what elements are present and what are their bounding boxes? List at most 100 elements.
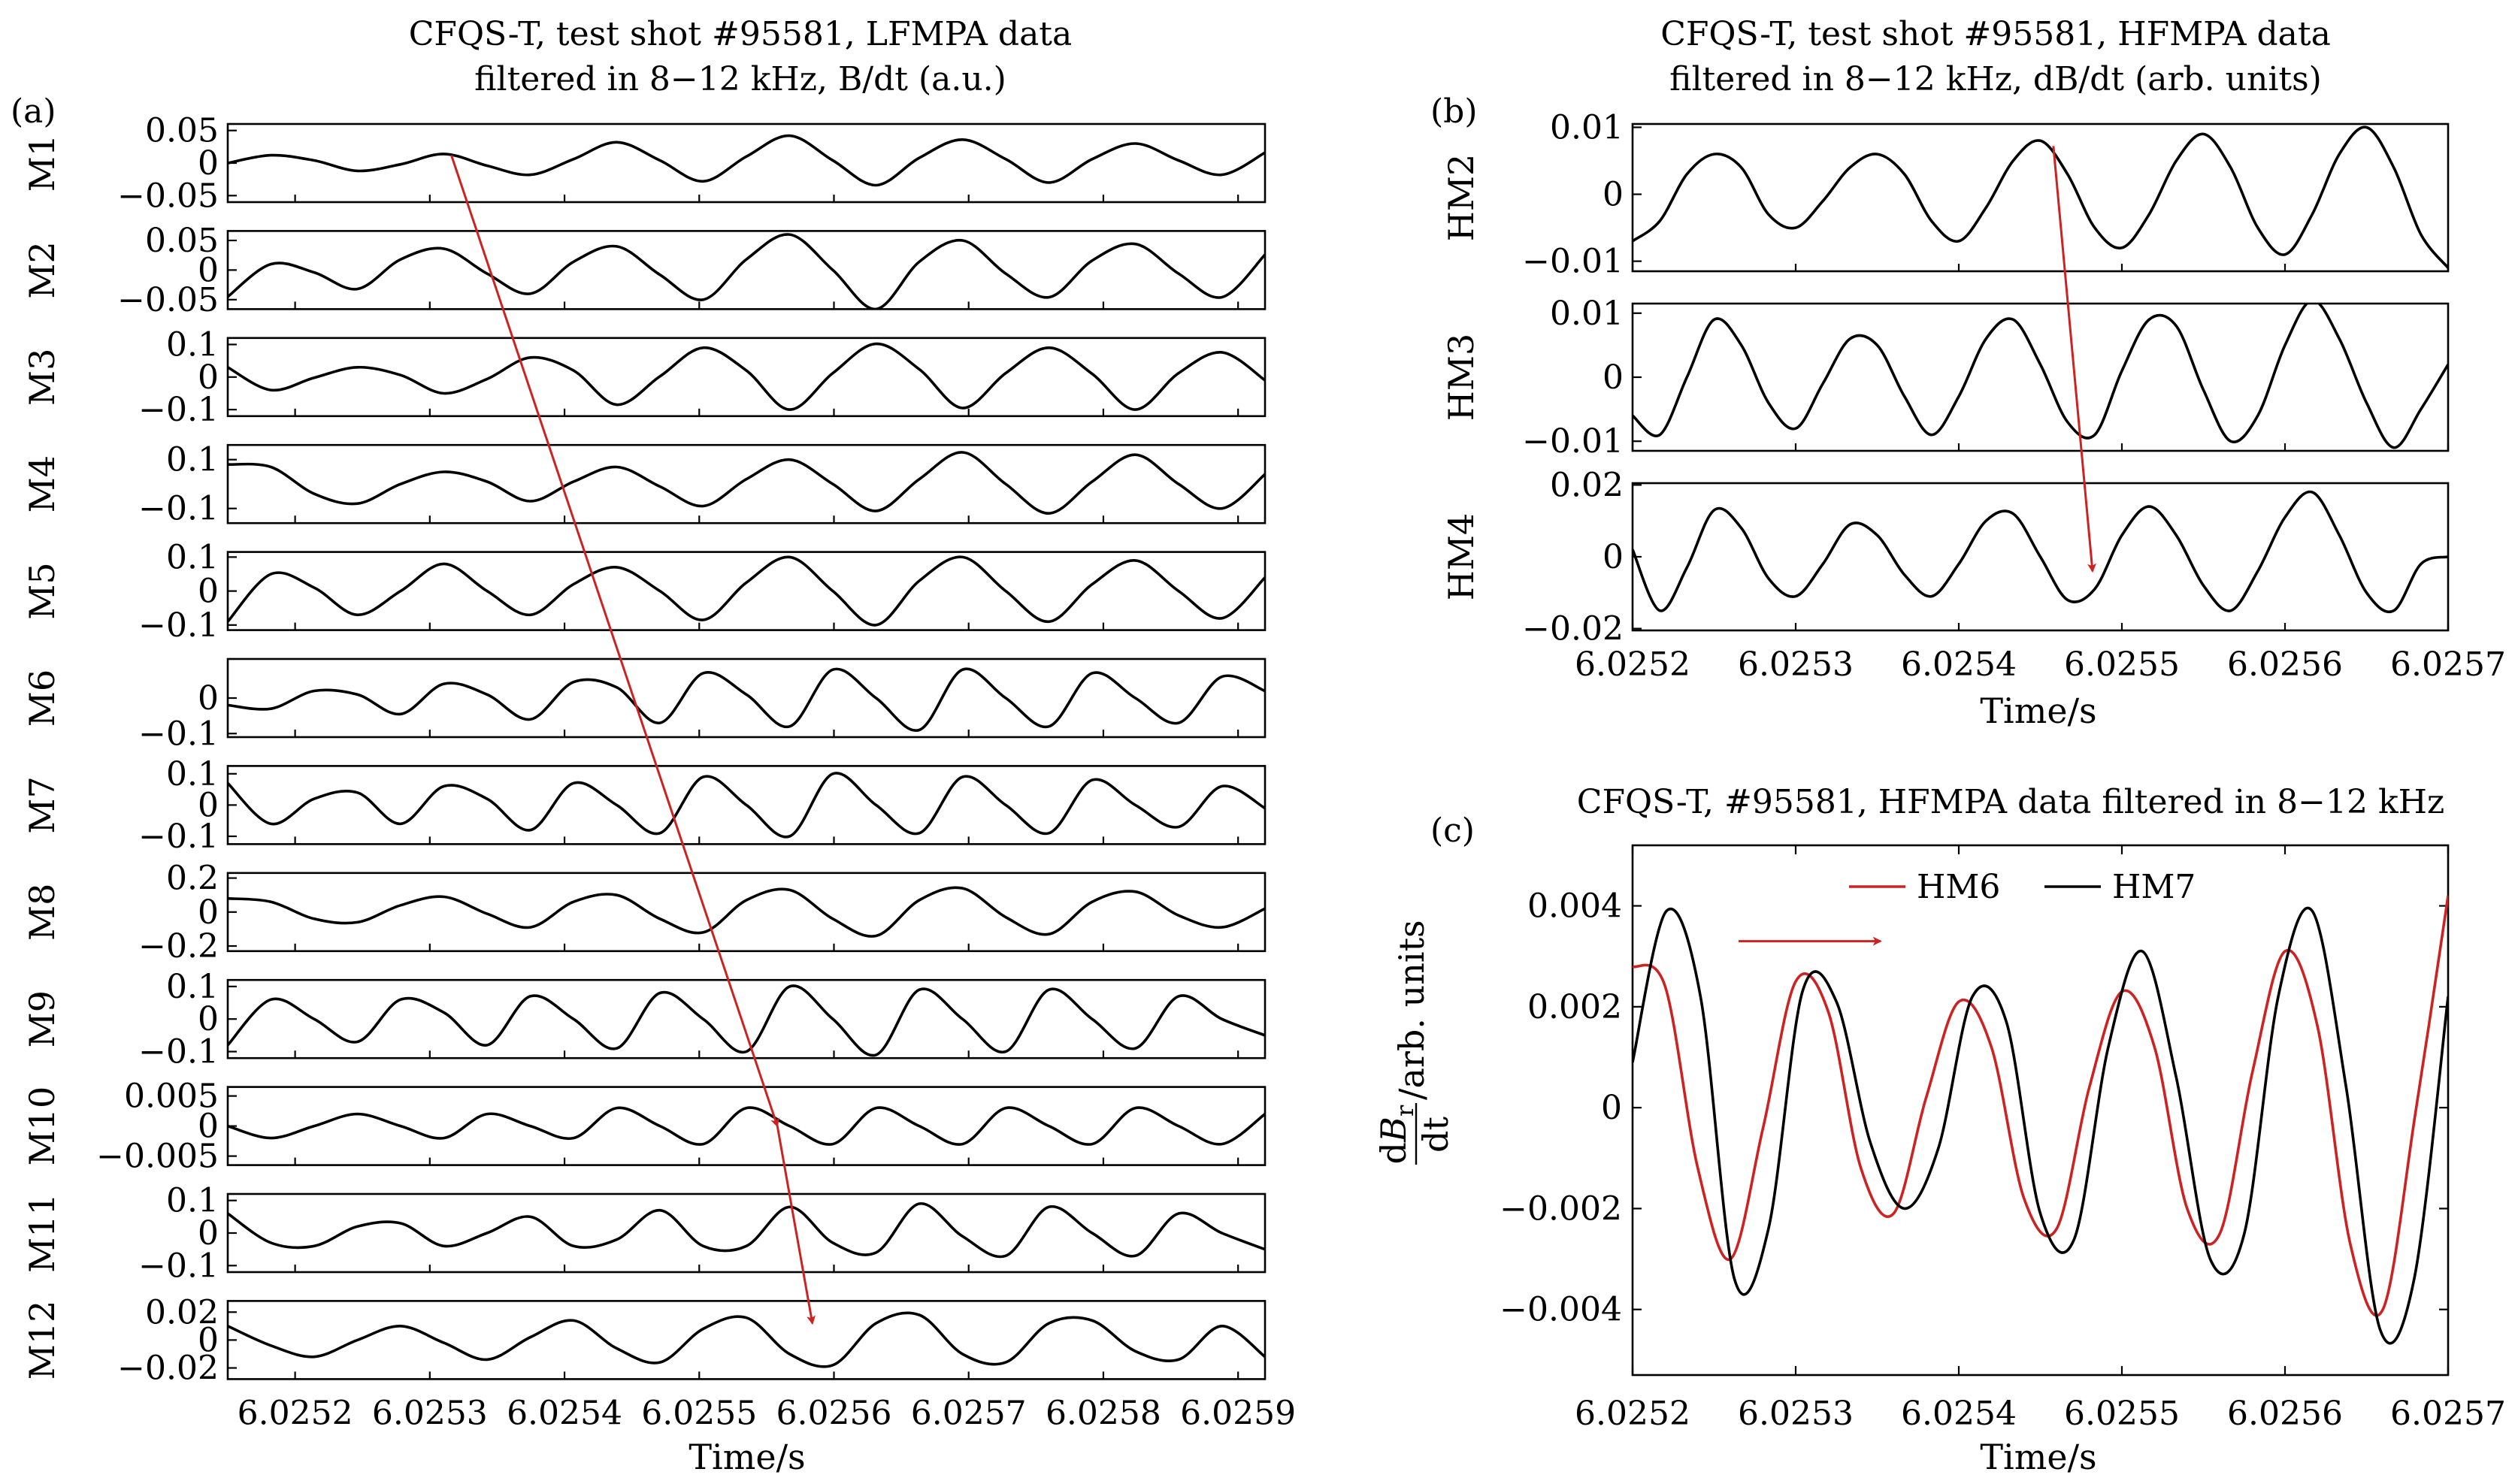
series-line-m1 [228, 134, 1265, 187]
panel-c-frame [1631, 844, 2450, 1377]
panel-b-plots: 0.01 0 −0.01 HM2 0.01 0 −0.01 HM3 0.02 0 −0.02 HM4 6… [1441, 108, 2506, 684]
subplot-frame [226, 551, 1267, 631]
y-tick-label: 0.05 [145, 222, 219, 260]
y-tick-label: 0 [198, 1108, 219, 1146]
y-tick-label: 0.1 [166, 1182, 219, 1220]
y-tick-label: 0 [198, 1321, 219, 1359]
subplot-frame [226, 230, 1267, 310]
x-tick-label: 6.0254 [507, 1394, 622, 1432]
series-line-hm7 [1633, 906, 2448, 1345]
y-tick-label: −0.1 [138, 1033, 219, 1071]
x-tick-label: 6.0252 [1575, 645, 1690, 684]
x-tick-label: 6.0256 [776, 1394, 892, 1432]
y-tick-label: −0.1 [138, 715, 219, 753]
y-tick-label: 0 [1603, 538, 1624, 576]
subplot-ylabel: HM2 [1441, 154, 1481, 241]
panel-a-label: (a) [11, 92, 56, 131]
subplot-frame [226, 657, 1267, 739]
subplot-ylabel: M2 [22, 241, 62, 298]
y-tick-label: 0 [1603, 176, 1624, 214]
series-line-m7 [228, 772, 1265, 839]
propagation-arrow-a-lower [776, 1126, 816, 1325]
y-tick-label: −0.1 [138, 1247, 219, 1285]
subplot-m9: 0.10−0.1 M9 [22, 968, 1267, 1071]
panel-c-title: CFQS-T, #95581, HFMPA data filtered in 8… [1577, 783, 2444, 821]
series-line-m2 [228, 233, 1265, 310]
y-tick-label: 0 [198, 144, 219, 183]
panel-c: CFQS-T, #95581, HFMPA data filtered in 8… [1373, 783, 2506, 1477]
x-tick-label: 6.0254 [1901, 645, 2017, 684]
legend-label-hm7: HM7 [2112, 868, 2196, 906]
y-tick-label: −0.002 [1500, 1189, 1622, 1228]
y-tick-label: 0.02 [145, 1293, 219, 1331]
x-tick-label: 6.0253 [372, 1394, 488, 1432]
panel-b-title-line-1: CFQS-T, test shot #95581, HFMPA data [1660, 15, 2331, 53]
y-tick-label: 0 [198, 679, 219, 718]
subplot-ylabel: HM3 [1441, 334, 1481, 421]
panel-c-ylabel-num-prefix: d [1373, 1142, 1414, 1164]
x-tick-label: 6.0259 [1180, 1394, 1296, 1432]
subplot-m6: 0−0.1 M6 [22, 657, 1267, 753]
y-tick-label: 0 [198, 1214, 219, 1253]
subplot-ylabel: M3 [22, 349, 62, 406]
y-tick-label: −0.1 [138, 391, 219, 429]
y-tick-label: −0.01 [1522, 243, 1624, 281]
y-tick-label: 0 [198, 251, 219, 289]
subplot-m3: 0.10−0.1 M3 [22, 325, 1267, 429]
x-tick-label: 6.0256 [2227, 645, 2343, 684]
panel-c-legend: HM6 HM7 [1849, 868, 2196, 906]
x-tick-label: 6.0254 [1901, 1395, 2017, 1433]
y-tick-label: −0.02 [117, 1350, 219, 1388]
panel-c-ylabel: d B r dt /arb. units [1373, 920, 1456, 1165]
panel-c-ylabel-den: dt [1415, 1117, 1456, 1153]
y-tick-label: −0.004 [1500, 1291, 1622, 1329]
y-tick-label: 0 [198, 786, 219, 824]
subplot-m1: 0.050−0.05 M1 [22, 112, 1267, 215]
subplot-frame [226, 443, 1267, 524]
y-tick-label: −0.1 [138, 606, 219, 645]
y-tick-label: 0.1 [166, 441, 219, 479]
series-line-m11 [228, 1202, 1265, 1259]
series-line-m12 [228, 1311, 1265, 1368]
series-line-hm4 [1633, 490, 2448, 613]
y-tick-label: −0.02 [1522, 610, 1624, 648]
y-tick-label: 0 [198, 573, 219, 611]
subplot-frame [226, 1300, 1267, 1380]
series-line-m8 [228, 886, 1265, 938]
y-tick-label: 0.01 [1550, 108, 1624, 147]
y-tick-label: −0.01 [1522, 422, 1624, 461]
series-line-m9 [228, 984, 1265, 1057]
panel-b-label: (b) [1430, 92, 1478, 131]
panel-a: CFQS-T, test shot #95581, LFMPA data fil… [11, 15, 1296, 1477]
subplot-frame [226, 122, 1267, 204]
panel-c-ylabel-num-sub: r [1391, 1105, 1419, 1117]
legend-label-hm6: HM6 [1917, 868, 2000, 906]
subplot-ylabel: M9 [22, 990, 62, 1047]
panel-b-title-line-2: filtered in 8−12 kHz, dB/dt (arb. units) [1669, 60, 2322, 98]
y-tick-label: −0.05 [117, 177, 219, 215]
subplot-m4: 0.1 −0.1 M4 [22, 441, 1267, 528]
subplot-ylabel: M11 [22, 1193, 62, 1273]
subplot-m7: 0.10−0.1 M7 [22, 755, 1267, 856]
x-tick-label: 6.0257 [911, 1394, 1027, 1432]
panel-c-ylabel-unit: /arb. units [1391, 920, 1432, 1100]
x-tick-label: 6.0258 [1046, 1394, 1161, 1432]
y-tick-label: 0.1 [166, 325, 219, 364]
series-line-hm3 [1633, 304, 2448, 449]
x-tick-label: 6.0255 [2064, 1395, 2180, 1433]
x-tick-label: 6.0255 [2064, 645, 2180, 684]
subplot-ylabel: M6 [22, 669, 62, 727]
propagation-arrow-b [2052, 146, 2096, 573]
panel-c-plot: 0.004 0.002 0 −0.002 −0.004 6.0252 6.0253 6.025… [1500, 844, 2506, 1433]
panel-a-title-line-1: CFQS-T, test shot #95581, LFMPA data [409, 15, 1072, 53]
series-line-m5 [228, 555, 1265, 627]
subplot-m12: 0.020−0.02 M12 [22, 1293, 1267, 1388]
series-line-m3 [228, 342, 1265, 411]
series-line-m10 [228, 1106, 1265, 1146]
panel-a-plots: 0.050−0.05M10.050−0.05M20.10−0.1M30.1−0.… [22, 112, 1296, 1433]
panel-a-xlabel: Time/s [689, 1437, 805, 1477]
y-tick-label: 0.05 [145, 112, 219, 150]
subplot-m2: 0.050−0.05 M2 [22, 222, 1267, 319]
